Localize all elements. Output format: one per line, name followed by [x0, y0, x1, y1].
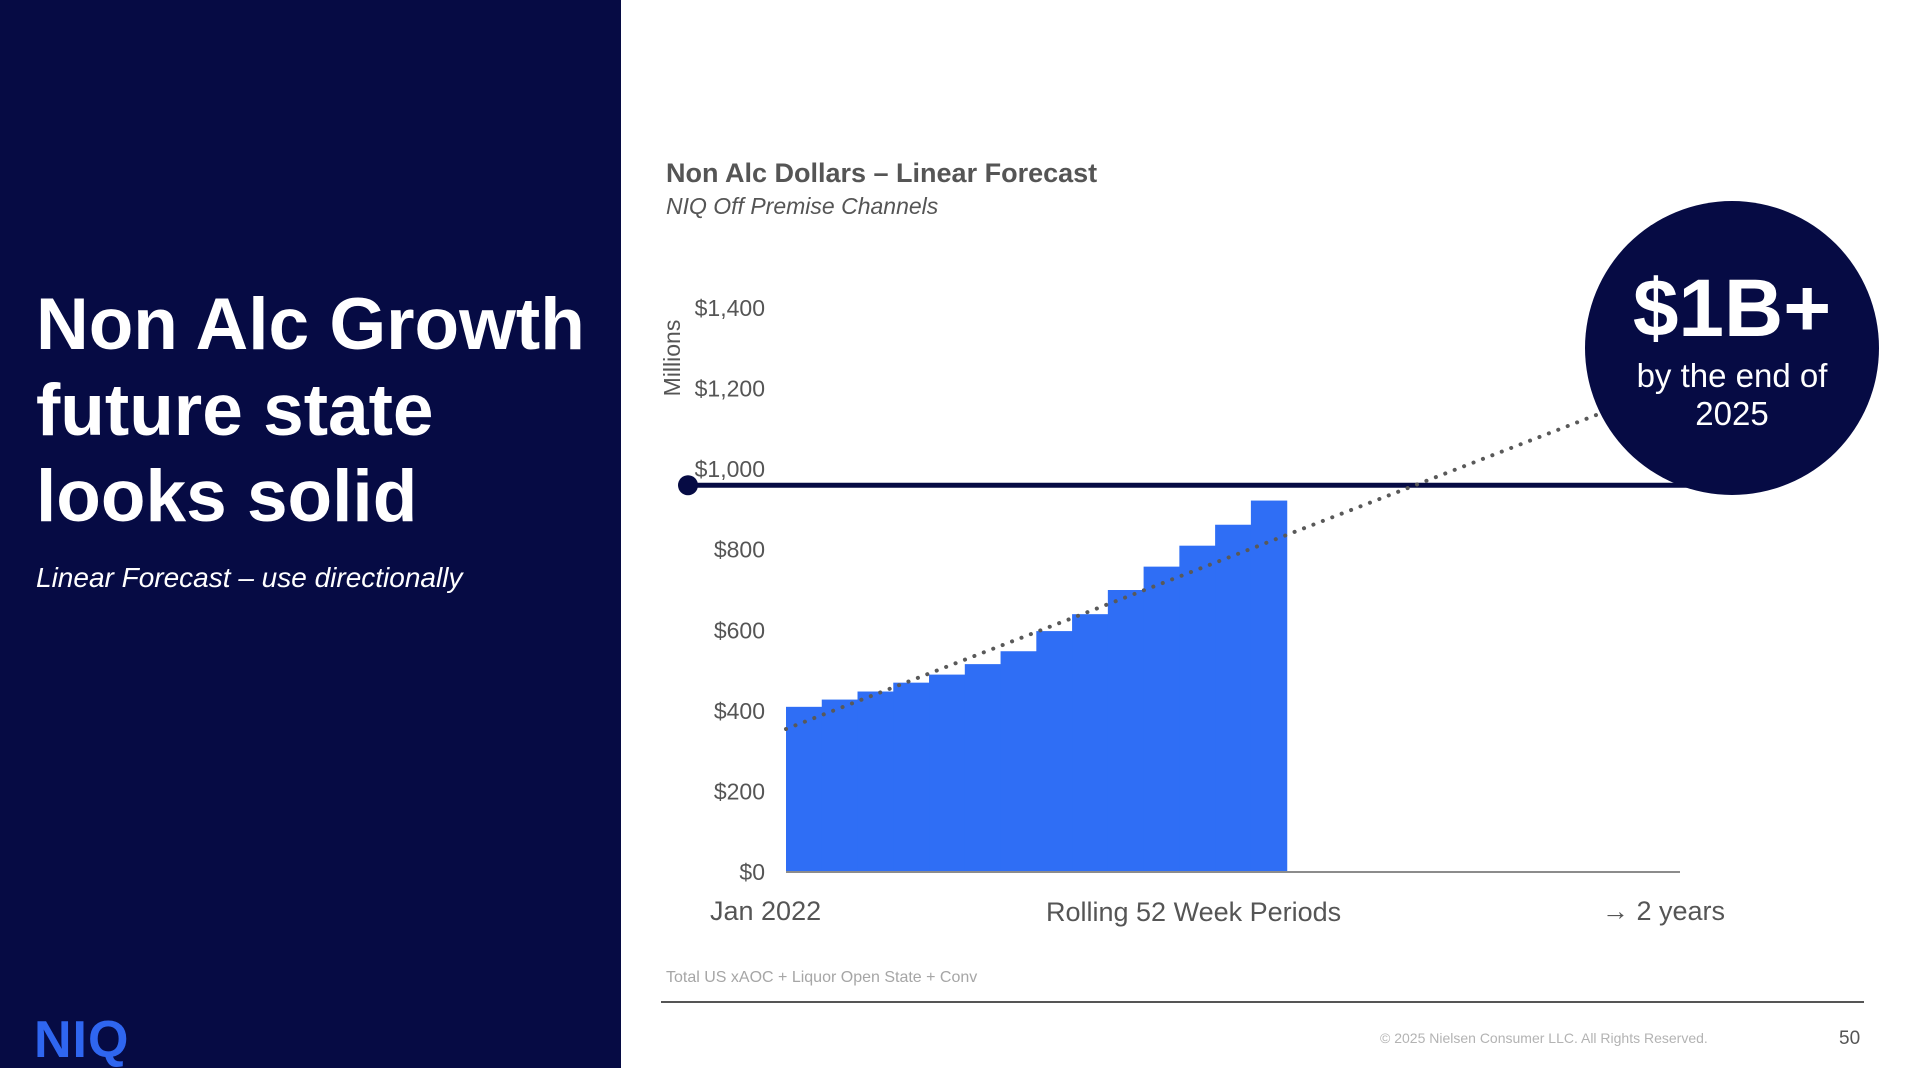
badge-value: $1B+ [1632, 263, 1832, 354]
data-bar [1036, 631, 1073, 872]
footer-divider [661, 1001, 1864, 1003]
data-bar [1250, 500, 1288, 872]
reference-line-marker [678, 475, 698, 496]
y-tick-label: $800 [714, 537, 765, 563]
y-axis-ticks: $0 $200 $400 $600 $800 $1,000 $1,200 $1,400 [695, 295, 765, 885]
y-axis-label: Millions [659, 320, 685, 397]
data-bar [1179, 545, 1216, 872]
chart-title: Non Alc Dollars – Linear Forecast [666, 158, 1098, 188]
data-bar [1072, 614, 1109, 872]
data-bar [1143, 566, 1180, 872]
y-tick-label: $1,400 [695, 295, 765, 321]
chart-subtitle: NIQ Off Premise Channels [666, 193, 939, 219]
x-start-label: Jan 2022 [710, 896, 821, 926]
data-bar [964, 664, 1002, 872]
data-bars [786, 500, 1288, 872]
trend-line [784, 380, 1682, 731]
data-bar [1000, 651, 1037, 872]
x-end-label: → 2 years [1602, 896, 1725, 926]
headline: Non Alc Growth future state looks solid [36, 284, 585, 537]
data-bar [893, 682, 930, 872]
x-axis-title: Rolling 52 Week Periods [1046, 897, 1341, 927]
data-bar [929, 674, 966, 872]
highlight-badge: $1B+ by the end of 2025 [1585, 201, 1879, 495]
niq-logo: NIQ [34, 1011, 130, 1069]
source-note: Total US xAOC + Liquor Open State + Conv [666, 969, 978, 986]
data-bar [1215, 524, 1252, 872]
y-tick-label: $600 [714, 617, 765, 643]
data-bar [1107, 590, 1145, 872]
page-number: 50 [1839, 1028, 1861, 1049]
copyright: © 2025 Nielsen Consumer LLC. All Rights … [1380, 1030, 1708, 1046]
data-bar [857, 691, 894, 872]
y-tick-label: $200 [714, 778, 765, 804]
data-bar [821, 699, 859, 872]
badge-text: by the end of 2025 [1636, 357, 1828, 432]
y-tick-label: $1,000 [695, 456, 765, 482]
y-tick-label: $0 [739, 859, 765, 885]
y-tick-label: $1,200 [695, 376, 765, 402]
left-panel: Non Alc Growth future state looks solid … [0, 0, 621, 1069]
subhead: Linear Forecast – use directionally [36, 562, 463, 593]
y-tick-label: $400 [714, 698, 765, 724]
data-bar [786, 706, 823, 872]
